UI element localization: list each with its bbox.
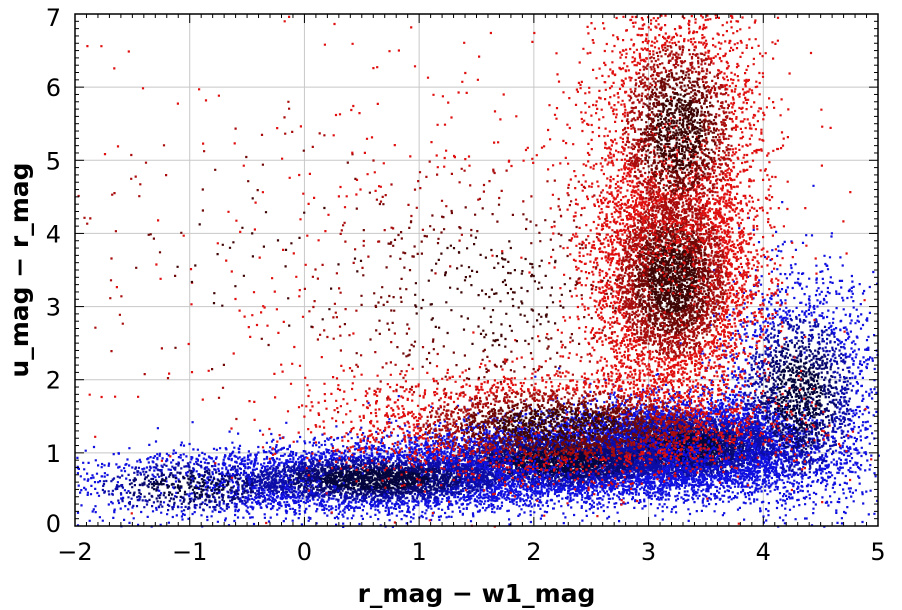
scatter-point-group-denser bbox=[639, 69, 717, 195]
x-tick-labels: −2 −1 0 1 2 3 4 5 bbox=[57, 538, 885, 566]
y-axis-label: u_mag − r_mag bbox=[5, 162, 34, 377]
scatter-point-group-core bbox=[653, 92, 704, 172]
y-tick-label: 1 bbox=[46, 440, 61, 468]
x-tick-label: 1 bbox=[412, 538, 427, 566]
x-tick-label: 0 bbox=[297, 538, 312, 566]
y-tick-label: 0 bbox=[46, 510, 61, 538]
y-tick-label: 3 bbox=[46, 294, 61, 322]
series-1 bbox=[77, 14, 873, 528]
scatter-point-group bbox=[76, 435, 420, 528]
scatter-point-group-denser bbox=[135, 149, 415, 371]
axis-ticks bbox=[74, 13, 879, 527]
scatter-point-group-core bbox=[414, 236, 572, 348]
scatter-point-group-core bbox=[648, 242, 698, 314]
x-tick-label: 4 bbox=[756, 538, 771, 566]
scatter-point-group-denser bbox=[287, 463, 462, 496]
scatter-point-group-core bbox=[176, 197, 363, 328]
x-tick-label: 5 bbox=[870, 538, 885, 566]
x-tick-label: 3 bbox=[641, 538, 656, 566]
y-tick-label: 7 bbox=[46, 4, 61, 32]
x-tick-label: 2 bbox=[526, 538, 541, 566]
scatter-point-group-denser bbox=[460, 399, 656, 450]
y-tick-labels: 0 1 2 3 4 5 6 7 bbox=[46, 4, 61, 538]
y-tick-label: 4 bbox=[46, 220, 61, 248]
y-tick-label: 6 bbox=[46, 74, 61, 102]
scatter-point-group-denser bbox=[760, 339, 838, 452]
scatter-point-group-denser bbox=[633, 222, 712, 335]
scatter-point-group bbox=[86, 409, 769, 528]
scatter-point-group-core bbox=[496, 408, 620, 441]
scatter-point-group bbox=[535, 26, 846, 478]
scatter-points bbox=[76, 14, 880, 528]
x-tick-label: −1 bbox=[172, 538, 207, 566]
y-tick-label: 5 bbox=[46, 147, 61, 175]
scatter-point-group-dense bbox=[419, 389, 696, 461]
scatter-point-group-core bbox=[151, 475, 233, 499]
y-tick-label: 2 bbox=[46, 367, 61, 395]
x-tick-label: −2 bbox=[57, 538, 92, 566]
series-0 bbox=[76, 184, 880, 528]
scatter-point-group-dense bbox=[77, 100, 463, 421]
x-axis-label: r_mag − w1_mag bbox=[358, 579, 596, 608]
scatter-point-group-denser bbox=[128, 469, 254, 505]
scatter-point-group-denser bbox=[360, 203, 619, 384]
